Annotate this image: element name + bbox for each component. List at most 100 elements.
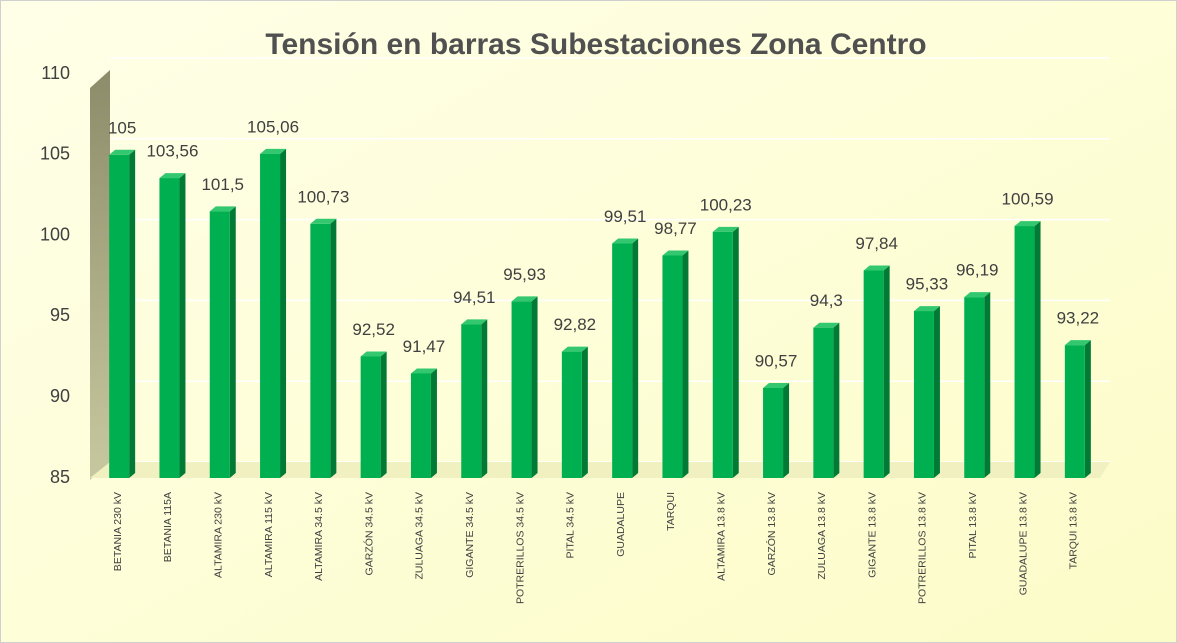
bar-top [612, 238, 639, 244]
bar-side [179, 173, 186, 478]
bar [763, 387, 784, 478]
bar [561, 351, 582, 478]
data-label: 91,47 [403, 337, 446, 356]
bar-top [260, 148, 287, 154]
x-tick-label: PITAL 34.5 kV [565, 492, 577, 559]
y-tick-label: 110 [41, 63, 70, 83]
bar-top [1014, 221, 1041, 227]
y-tick-label: 90 [50, 386, 70, 406]
bar [109, 154, 130, 479]
bar [913, 311, 934, 478]
y-tick-label: 85 [50, 467, 70, 487]
bar-top [813, 322, 840, 328]
bar-side [933, 306, 940, 478]
data-label: 101,5 [201, 175, 244, 194]
x-tick-label: GUADALUPE [615, 492, 627, 557]
x-tick-label: ZULUAGA 13.8 kV [816, 492, 828, 580]
x-tick-label: GARZÓN 34.5 kV [362, 492, 375, 575]
bar [260, 153, 281, 479]
bar-side [732, 226, 739, 478]
x-tick-label: TARQUI 13.8 kV [1068, 492, 1080, 569]
data-label: 94,51 [453, 288, 496, 307]
bar-top [209, 206, 236, 212]
bar-side [380, 351, 387, 478]
bar-side [783, 382, 790, 478]
bar-top [863, 265, 890, 271]
bar [813, 327, 834, 478]
bar-side [531, 296, 538, 478]
data-label: 95,33 [906, 275, 949, 294]
x-tick-label: BETANIA 230 kV [112, 492, 124, 571]
bar-side [682, 250, 689, 478]
x-tick-label: GARZÓN 13.8 kV [765, 492, 778, 575]
bar-top [109, 149, 136, 155]
bar-side [1034, 221, 1041, 478]
y-tick-label: 100 [40, 224, 70, 244]
data-label: 92,82 [554, 315, 597, 334]
bar-side [833, 322, 840, 478]
chart-title: Tensión en barras Subestaciones Zona Cen… [265, 28, 926, 61]
bar-side [129, 149, 136, 479]
bar [612, 243, 633, 478]
bar-side [883, 265, 890, 478]
bar-side [481, 319, 488, 478]
bar [662, 255, 683, 478]
bar-side [984, 292, 991, 478]
bar-top [763, 382, 790, 388]
bar-top [561, 346, 588, 352]
bar [461, 324, 482, 478]
bar-side [1084, 340, 1091, 478]
bar-top [410, 368, 437, 374]
bar [511, 301, 532, 478]
data-label: 96,19 [956, 261, 999, 280]
data-label: 105 [108, 118, 136, 137]
bar [360, 356, 381, 478]
data-label: 100,23 [700, 195, 752, 214]
bar-side [330, 218, 337, 478]
bar-side [430, 368, 437, 478]
data-label: 100,59 [1002, 190, 1054, 209]
data-label: 94,3 [810, 291, 843, 310]
x-tick-label: POTRERILLOS 34.5 kV [514, 492, 526, 604]
bar-side [280, 148, 287, 479]
data-label: 93,22 [1057, 309, 1100, 328]
bar [209, 211, 230, 479]
bar-side [632, 238, 639, 478]
y-tick-label: 95 [50, 305, 70, 325]
x-tick-label: ALTAMIRA 34.5 kV [313, 492, 325, 581]
bar-top [712, 226, 739, 232]
bar-top [511, 296, 538, 302]
y-tick-label: 105 [40, 144, 70, 164]
data-label: 92,52 [352, 320, 395, 339]
x-tick-label: TARQUI [665, 492, 677, 531]
bar-top [360, 351, 387, 357]
bar [410, 373, 431, 478]
data-label: 95,93 [503, 265, 546, 284]
x-tick-label: ALTAMIRA 13.8 kV [716, 492, 728, 581]
bar-side [229, 206, 236, 479]
data-label: 98,77 [654, 219, 697, 238]
bar-top [662, 250, 689, 256]
data-label: 99,51 [604, 207, 647, 226]
data-label: 100,73 [297, 187, 349, 206]
bar-top [159, 173, 186, 179]
bar [712, 231, 733, 478]
x-tick-label: ZULUAGA 34.5 kV [414, 492, 426, 580]
side-wall [90, 70, 110, 480]
bar [159, 178, 180, 478]
x-tick-label: GIGANTE 34.5 kV [464, 492, 476, 578]
bar [310, 223, 331, 478]
bar [1064, 345, 1085, 478]
data-label: 103,56 [146, 142, 198, 161]
data-label: 97,84 [855, 234, 898, 253]
bar-top [1064, 340, 1091, 346]
x-tick-label: ALTAMIRA 230 kV [213, 492, 225, 578]
bar-top [964, 292, 991, 298]
x-tick-label: GUADALUPE 13.8 kV [1017, 492, 1029, 595]
data-label: 90,57 [755, 351, 798, 370]
bar [1014, 226, 1035, 478]
data-label: 105,06 [247, 117, 299, 136]
bar-top [461, 319, 488, 325]
bar-side [581, 346, 588, 478]
